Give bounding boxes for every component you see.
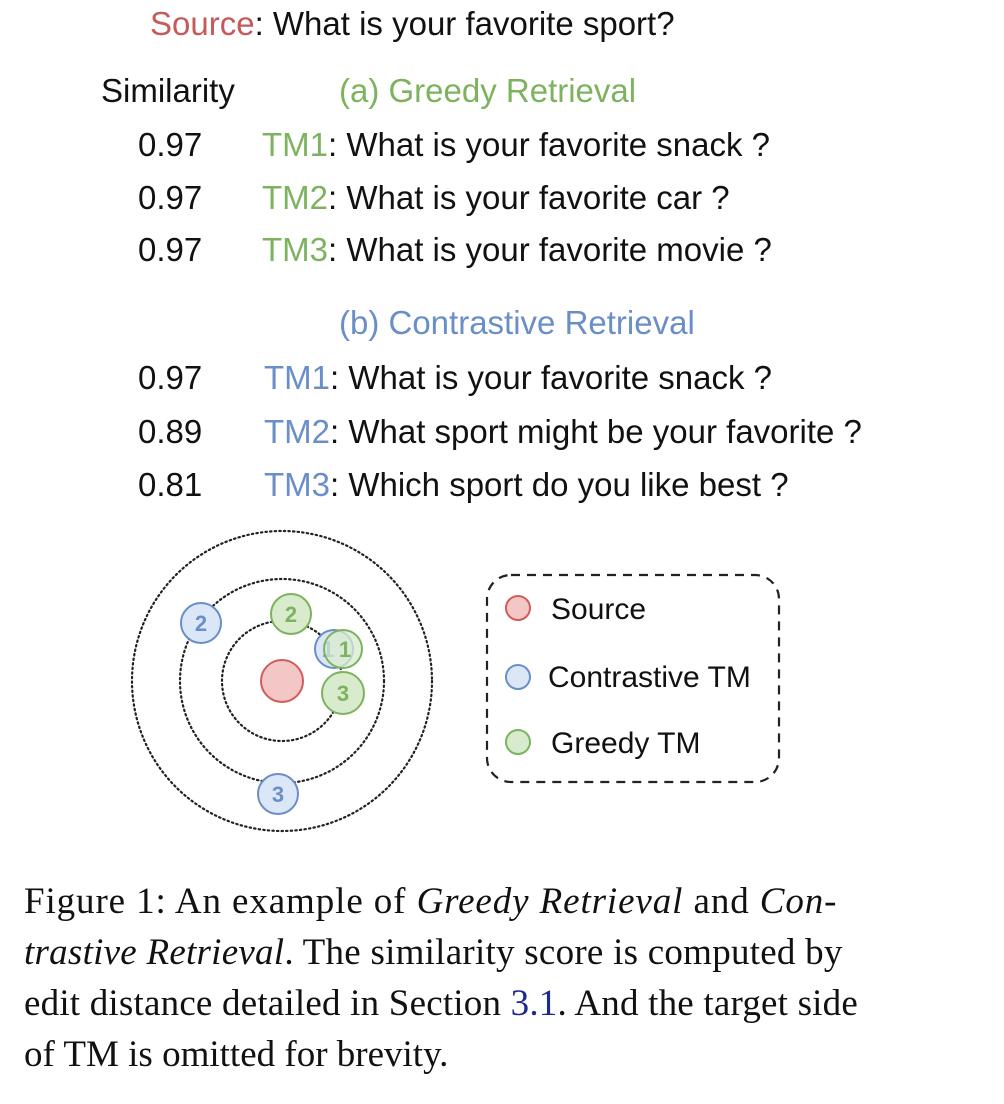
contrastive-retrieval-title: (b) Contrastive Retrieval <box>339 304 695 341</box>
tm-text: : Which sport do you like best ? <box>330 466 789 503</box>
legend-contrastive-label: Contrastive TM <box>548 661 751 694</box>
tm-label: TM1 <box>264 359 330 396</box>
caption-text: and <box>683 881 760 922</box>
legend-source-label: Source <box>551 593 646 626</box>
tm-text: : What is your favorite snack ? <box>330 359 773 396</box>
source-label: Source <box>150 5 255 42</box>
contrastive-row-2-text: TM2: What sport might be your favorite ? <box>264 412 862 452</box>
section-reference-link[interactable]: 3.1 <box>510 983 558 1024</box>
legend: Source Contrastive TM Greedy TM <box>485 573 781 784</box>
marker-label: 1 <box>339 637 351 662</box>
source-text: : What is your favorite sport? <box>254 5 675 42</box>
similarity-score: 0.97 <box>138 359 203 396</box>
tm-text: : What is your favorite movie ? <box>328 231 772 268</box>
tm-text: : What is your favorite car ? <box>328 179 730 216</box>
source-line: Source: What is your favorite sport? <box>150 4 675 44</box>
similarity-header: Similarity <box>101 72 235 109</box>
greedy-row-2: 0.97 <box>138 178 202 218</box>
tm-text: : What sport might be your favorite ? <box>330 413 862 450</box>
caption-emphasis: trastive Retrieval <box>24 932 285 973</box>
marker-label: 3 <box>337 681 349 706</box>
greedy-retrieval-title: (a) Greedy Retrieval <box>339 72 637 109</box>
similarity-score: 0.89 <box>138 413 203 450</box>
contrastive-row-1: 0.97 <box>138 358 202 398</box>
greedy-row-3-text: TM3: What is your favorite movie ? <box>262 230 772 270</box>
tm-label: TM3 <box>262 231 328 268</box>
caption-line-2: trastive Retrieval. The similarity score… <box>24 927 984 978</box>
outer-ring <box>130 529 434 833</box>
tm-label: TM2 <box>264 413 330 450</box>
contrastive-row-3-text: TM3: Which sport do you like best ? <box>264 465 789 505</box>
greedy-tm-1-marker: 1 <box>323 629 363 669</box>
legend-greedy-swatch <box>505 729 531 755</box>
similarity-score: 0.81 <box>138 466 203 503</box>
tm-label: TM1 <box>262 126 328 163</box>
similarity-score: 0.97 <box>138 179 203 216</box>
caption-text: edit distance detailed in Section <box>24 983 511 1024</box>
contrastive-row-1-text: TM1: What is your favorite snack ? <box>264 358 772 398</box>
tm-label: TM2 <box>262 179 328 216</box>
caption-line-1: Figure 1: An example of Greedy Retrieval… <box>24 876 984 927</box>
retrieval-diagram: 2 3 2 3 1 1 Source Contrastive TM Greedy… <box>130 529 781 833</box>
tm-label: TM3 <box>264 466 330 503</box>
greedy-tm-2-marker: 2 <box>270 593 312 635</box>
caption-text: . The similarity score is computed by <box>284 932 843 973</box>
contrastive-row-2: 0.89 <box>138 412 202 452</box>
contrastive-tm-3-marker: 3 <box>257 773 299 815</box>
legend-greedy-label: Greedy TM <box>551 727 701 760</box>
greedy-tm-3-marker: 3 <box>321 671 365 715</box>
figure-caption: Figure 1: An example of Greedy Retrieval… <box>24 876 984 1080</box>
similarity-score: 0.97 <box>138 231 203 268</box>
greedy-row-3: 0.97 <box>138 230 202 270</box>
marker-label: 2 <box>285 602 297 627</box>
legend-source-swatch <box>505 595 531 621</box>
contrastive-tm-2-marker: 2 <box>180 602 222 644</box>
contrastive-row-3: 0.81 <box>138 465 202 505</box>
caption-line-3: edit distance detailed in Section 3.1. A… <box>24 978 984 1029</box>
source-marker <box>260 659 304 703</box>
greedy-row-2-text: TM2: What is your favorite car ? <box>262 178 730 218</box>
caption-emphasis: Con- <box>759 881 838 922</box>
caption-text: Figure 1: An example of <box>24 881 417 922</box>
legend-border <box>485 573 781 784</box>
tm-text: : What is your favorite snack ? <box>328 126 771 163</box>
legend-contrastive-swatch <box>505 664 531 690</box>
greedy-row-1: 0.97 <box>138 125 202 165</box>
greedy-row-1-text: TM1: What is your favorite snack ? <box>262 125 770 165</box>
marker-label: 2 <box>195 611 207 636</box>
similarity-score: 0.97 <box>138 126 203 163</box>
marker-label: 3 <box>272 782 284 807</box>
caption-text: . And the target side <box>557 983 858 1024</box>
caption-emphasis: Greedy Retrieval <box>416 881 684 922</box>
caption-line-4: of TM is omitted for brevity. <box>24 1034 449 1075</box>
